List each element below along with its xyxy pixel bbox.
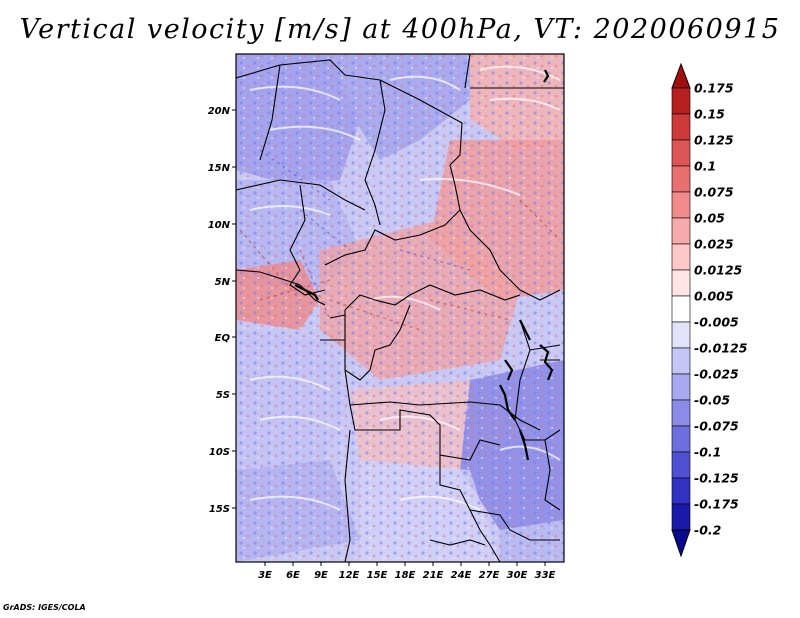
- lat-axis: 20N 15N 10N 5N EQ 5S 10S 15S: [208, 106, 236, 515]
- colorbar-label: -0.075: [694, 419, 739, 434]
- lon-label: 3E: [258, 570, 272, 581]
- colorbar-swatch: [671, 87, 691, 115]
- colorbar-swatch: [671, 243, 691, 271]
- colorbar-label: -0.005: [694, 315, 739, 330]
- lat-label: EQ: [215, 333, 231, 344]
- colorbar: 0.175 0.15 0.125 0.1 0.075 0.05 0.025 0.0125 0.0…: [671, 62, 748, 558]
- colorbar-swatch: [671, 165, 691, 193]
- colorbar-label: 0.05: [694, 211, 725, 226]
- lat-label: 15N: [208, 163, 231, 174]
- lon-label: 30E: [507, 570, 528, 581]
- colorbar-label: -0.125: [694, 471, 739, 486]
- colorbar-label: -0.05: [694, 393, 730, 408]
- lon-label: 24E: [451, 570, 472, 581]
- lat-label: 10N: [208, 220, 231, 231]
- lon-label: 18E: [395, 570, 416, 581]
- lon-label: 9E: [314, 570, 328, 581]
- lake-outlines: [294, 69, 554, 461]
- colorbar-swatches: [671, 87, 691, 531]
- lon-label: 33E: [535, 570, 556, 581]
- colorbar-label: -0.175: [694, 497, 739, 512]
- colorbar-swatch: [671, 373, 691, 401]
- velocity-field: [236, 54, 564, 562]
- colorbar-label: -0.2: [694, 523, 721, 538]
- lat-label: 5S: [216, 390, 230, 401]
- country-borders: [236, 54, 564, 562]
- colorbar-swatch: [671, 191, 691, 219]
- colorbar-label: 0.1: [694, 159, 716, 174]
- colorbar-swatch: [671, 321, 691, 349]
- colorbar-swatch: [671, 451, 691, 479]
- colorbar-label: 0.025: [694, 237, 734, 252]
- colorbar-bottom-arrow: [671, 529, 691, 558]
- colorbar-swatch: [671, 425, 691, 453]
- colorbar-label: 0.125: [694, 133, 734, 148]
- colorbar-top-arrow: [671, 62, 691, 89]
- colorbar-swatch: [671, 113, 691, 141]
- plot-frame: [235, 53, 565, 563]
- lat-label: 5N: [215, 277, 231, 288]
- lon-label: 15E: [367, 570, 388, 581]
- colorbar-swatch: [671, 503, 691, 531]
- colorbar-swatch: [671, 347, 691, 375]
- colorbar-label: 0.15: [694, 107, 725, 122]
- colorbar-label: -0.0125: [694, 341, 748, 356]
- lat-label: 10S: [209, 447, 230, 458]
- colorbar-swatch: [671, 269, 691, 297]
- colorbar-swatch: [671, 217, 691, 245]
- lat-label: 20N: [208, 106, 231, 117]
- colorbar-swatch: [671, 139, 691, 167]
- colorbar-label: 0.005: [694, 289, 734, 304]
- colorbar-label: -0.1: [694, 445, 721, 460]
- lon-label: 21E: [423, 570, 444, 581]
- chart-title: Vertical velocity [m/s] at 400hPa, VT: 2…: [19, 14, 781, 45]
- credit-text: GrADS: IGES/COLA: [3, 603, 86, 612]
- lon-label: 27E: [479, 570, 500, 581]
- colorbar-swatch: [671, 399, 691, 427]
- colorbar-swatch: [671, 477, 691, 505]
- lat-label: 15S: [209, 504, 230, 515]
- colorbar-label: 0.075: [694, 185, 734, 200]
- colorbar-label: 0.0125: [694, 263, 743, 278]
- lon-label: 12E: [339, 570, 360, 581]
- map-plot: [236, 54, 564, 562]
- lon-axis: 3E 6E 9E 12E 15E 18E 21E 24E 27E 30E 33E: [258, 562, 556, 581]
- colorbar-label: -0.025: [694, 367, 739, 382]
- colorbar-label: 0.175: [694, 81, 734, 96]
- colorbar-swatch: [671, 295, 691, 323]
- lon-label: 6E: [286, 570, 300, 581]
